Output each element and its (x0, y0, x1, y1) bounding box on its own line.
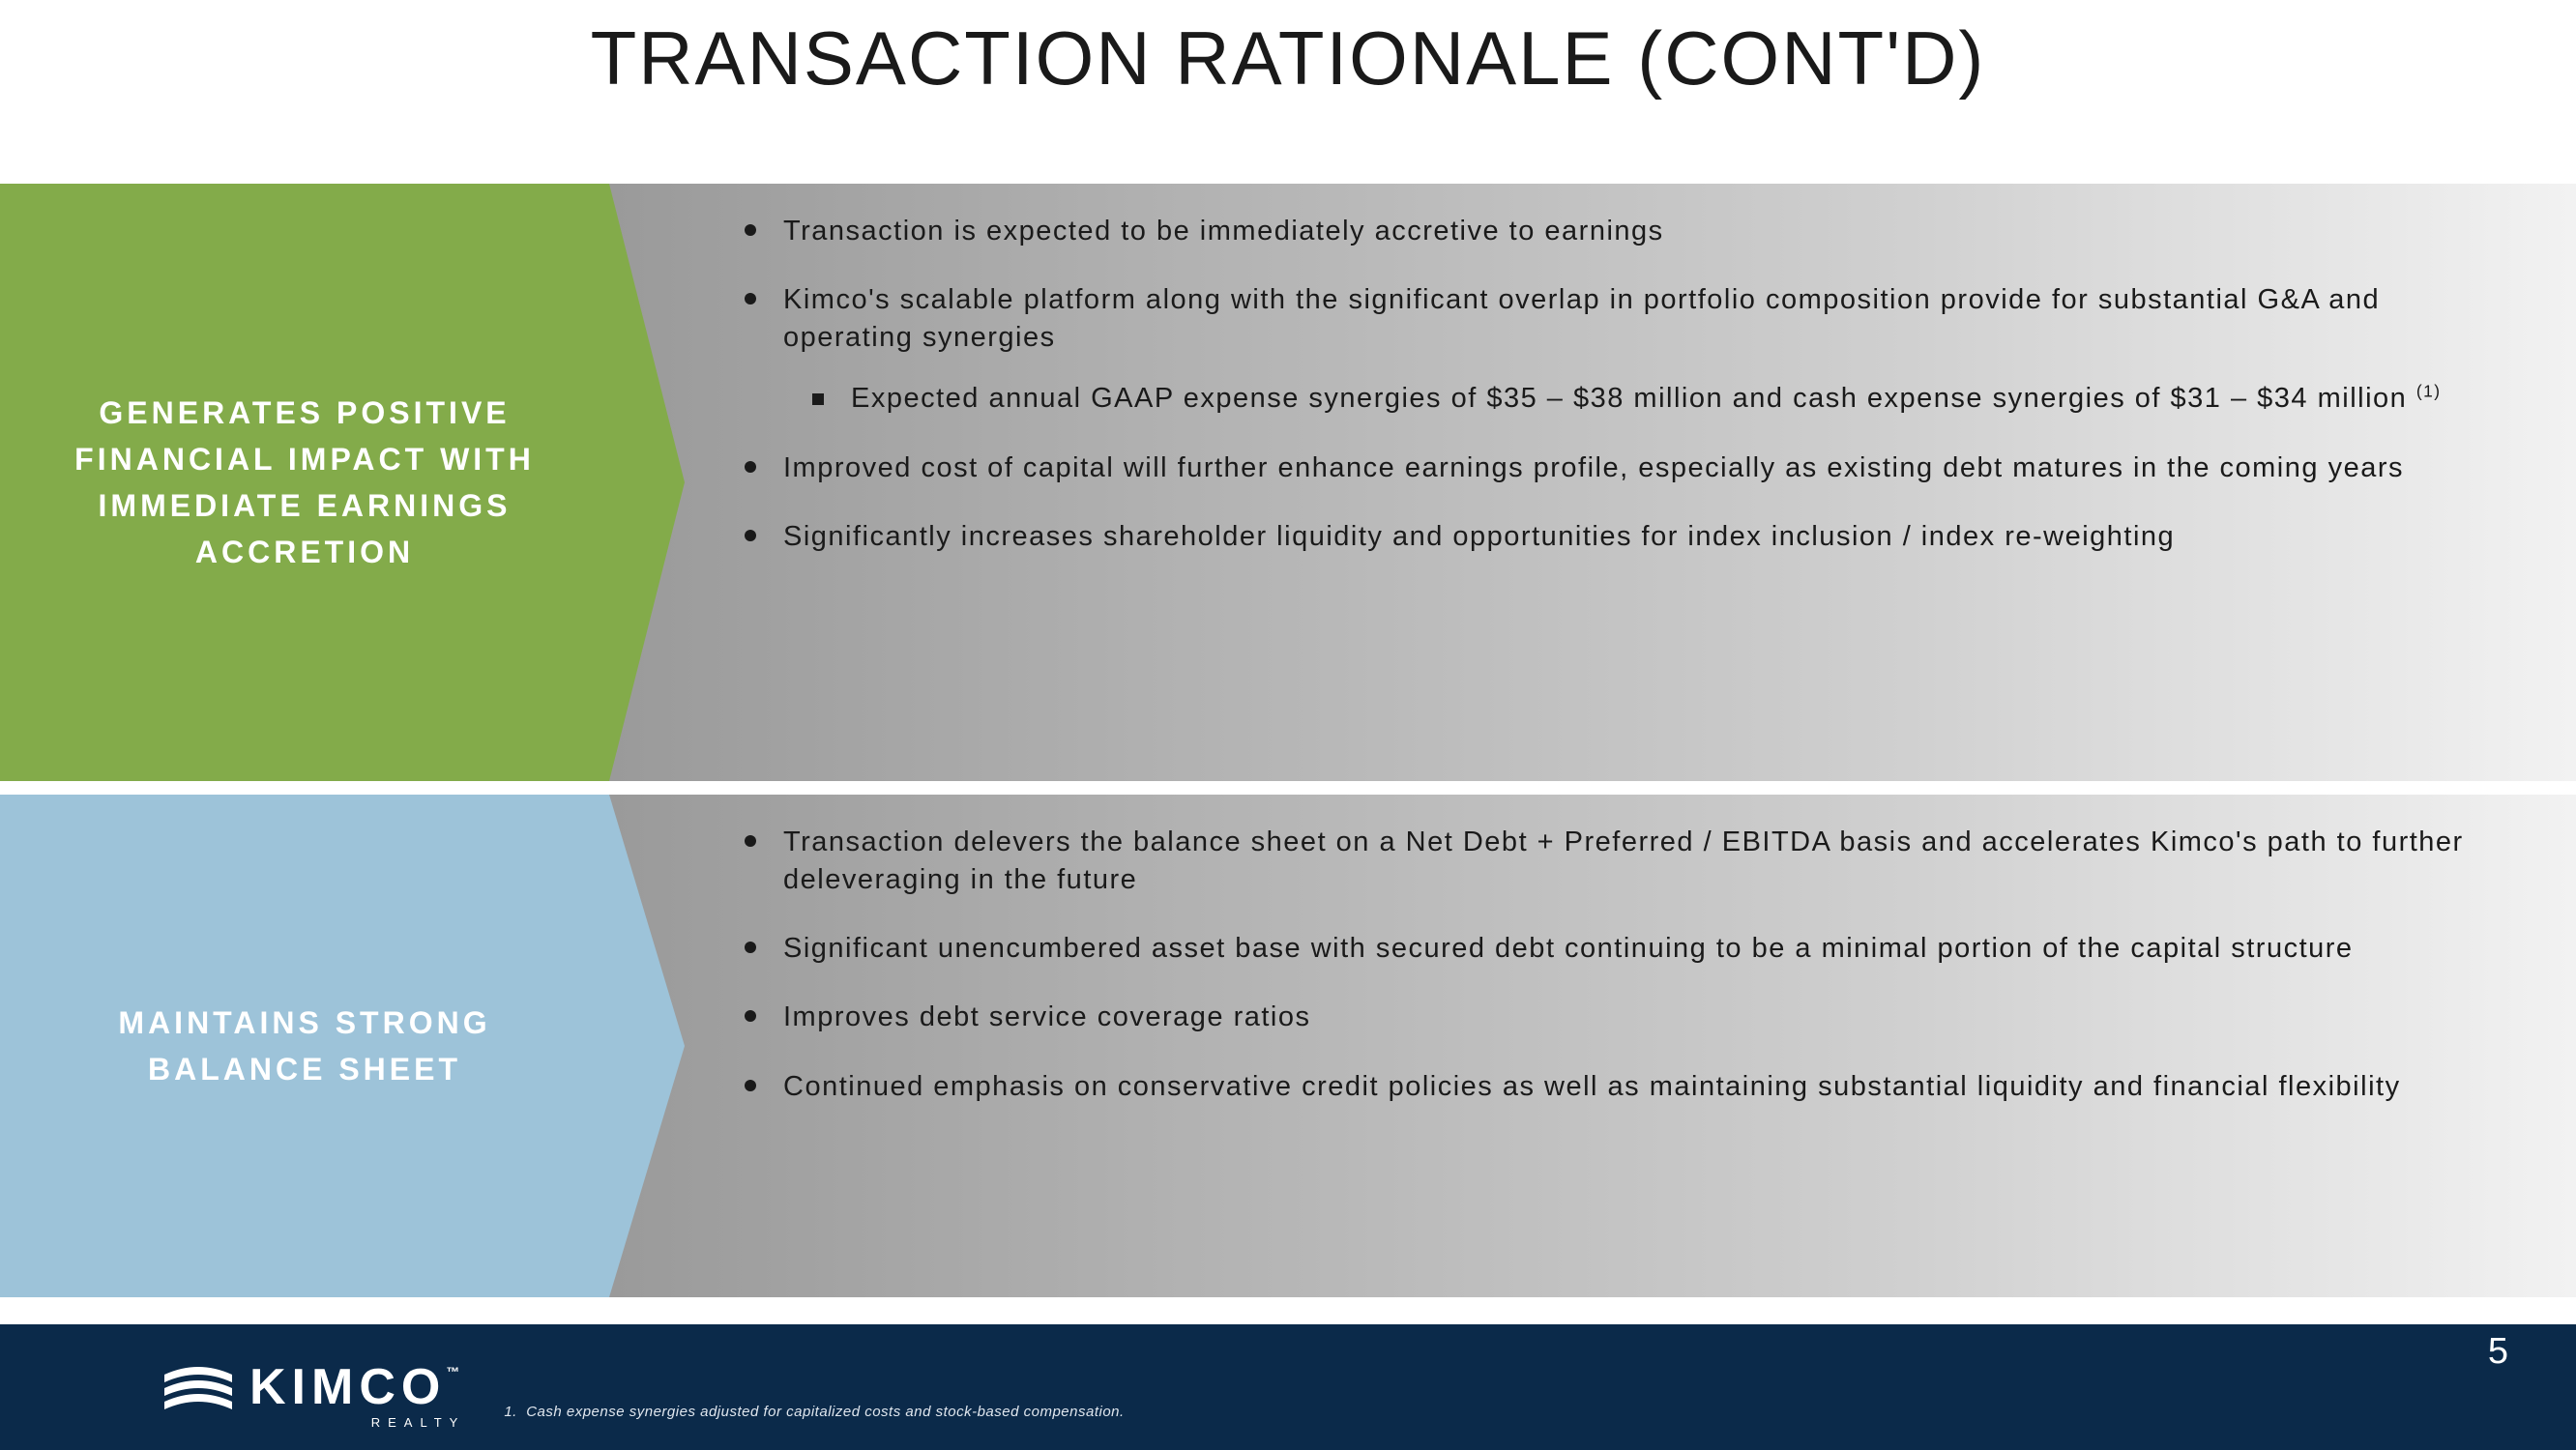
sections-container: GENERATES POSITIVE FINANCIAL IMPACT WITH… (0, 184, 2576, 1297)
bullet: Improved cost of capital will further en… (745, 450, 2489, 487)
footnote-number: 1. (504, 1404, 517, 1420)
section-content-1: Transaction is expected to be immediatel… (609, 184, 2576, 781)
section-content-2: Transaction delevers the balance sheet o… (609, 795, 2576, 1297)
trademark-icon: ™ (446, 1364, 465, 1379)
footnote: 1. Cash expense synergies adjusted for c… (504, 1404, 1124, 1420)
logo-name: KIMCO (249, 1359, 446, 1415)
logo-wave-icon (164, 1363, 232, 1411)
logo-text: KIMCO™ REALTY (249, 1358, 465, 1416)
arrow-icon (609, 184, 685, 781)
section-label-balance-sheet: MAINTAINS STRONG BALANCE SHEET (0, 795, 609, 1297)
slide-title: TRANSACTION RATIONALE (CONT'D) (0, 0, 2576, 102)
logo-subtitle: REALTY (371, 1415, 466, 1430)
superscript: (1) (2416, 382, 2442, 401)
slide-footer: KIMCO™ REALTY 1. Cash expense synergies … (0, 1324, 2576, 1450)
section-row-2: MAINTAINS STRONG BALANCE SHEET Transacti… (0, 795, 2576, 1297)
bullet: Significantly increases shareholder liqu… (745, 518, 2489, 556)
kimco-logo: KIMCO™ REALTY (164, 1358, 465, 1416)
bullet: Kimco's scalable platform along with the… (745, 281, 2489, 418)
page-number: 5 (2488, 1331, 2508, 1373)
footnote-text: Cash expense synergies adjusted for capi… (526, 1404, 1125, 1420)
bullet: Improves debt service coverage ratios (745, 999, 2489, 1036)
section-row-1: GENERATES POSITIVE FINANCIAL IMPACT WITH… (0, 184, 2576, 781)
bullet: Transaction is expected to be immediatel… (745, 213, 2489, 250)
bullet: Significant unencumbered asset base with… (745, 930, 2489, 968)
bullet-text: Kimco's scalable platform along with the… (783, 284, 2380, 353)
sub-bullet-text: Expected annual GAAP expense synergies o… (851, 383, 2416, 414)
section-label-financial-impact: GENERATES POSITIVE FINANCIAL IMPACT WITH… (0, 184, 609, 781)
sub-bullet: Expected annual GAAP expense synergies o… (783, 380, 2489, 418)
arrow-icon (609, 795, 685, 1297)
bullet: Transaction delevers the balance sheet o… (745, 824, 2489, 899)
bullet: Continued emphasis on conservative credi… (745, 1068, 2489, 1106)
